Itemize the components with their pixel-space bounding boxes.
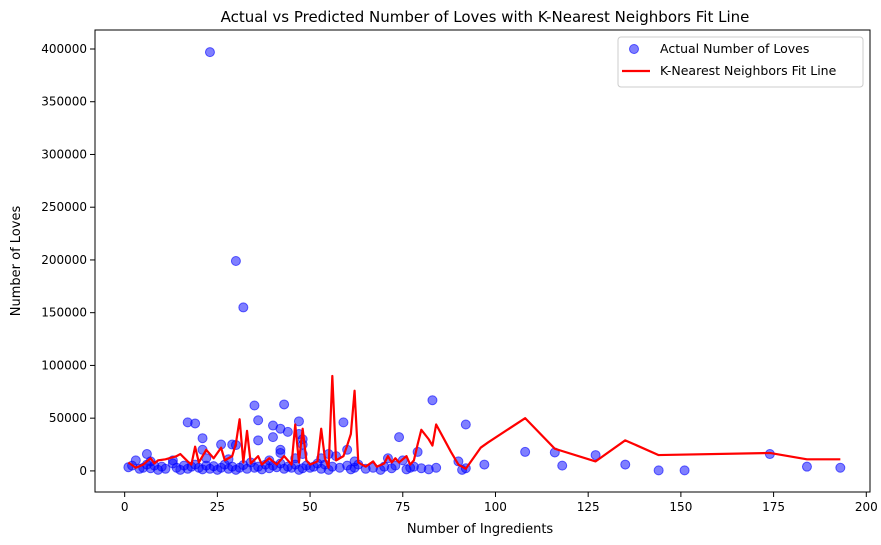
- x-axis: 0 25 50 75 100 125 150 175 200: [121, 492, 878, 514]
- y-axis: 0 50000 100000 150000 200000 250000 300000 3500…: [41, 42, 95, 478]
- scatter-point: [427, 395, 438, 406]
- scatter-point: [679, 465, 690, 476]
- knn-fit-line: [127, 374, 841, 470]
- scatter-point: [520, 446, 531, 457]
- y-tick-label: 350000: [41, 95, 87, 109]
- scatter-point: [253, 415, 264, 426]
- y-tick-label: 0: [79, 464, 87, 478]
- y-tick-label: 150000: [41, 306, 87, 320]
- x-tick-label: 75: [395, 500, 410, 514]
- x-tick-label: 125: [577, 500, 600, 514]
- legend-box: [617, 36, 864, 88]
- scatter-point: [204, 47, 215, 58]
- y-tick-label: 100000: [41, 358, 87, 372]
- legend-marker-actual: [629, 44, 639, 54]
- x-tick-label: 200: [855, 500, 878, 514]
- scatter-point: [197, 433, 208, 444]
- scatter-point: [653, 465, 664, 476]
- scatter-point: [557, 460, 568, 471]
- scatter-point: [390, 460, 401, 471]
- y-tick-label: 300000: [41, 147, 87, 161]
- plot-area: [123, 47, 846, 476]
- x-tick-label: 100: [484, 500, 507, 514]
- scatter-point: [190, 418, 201, 429]
- y-tick-label: 200000: [41, 253, 87, 267]
- x-tick-label: 25: [210, 500, 225, 514]
- legend-label-knn: K-Nearest Neighbors Fit Line: [660, 63, 837, 78]
- scatter-point: [253, 435, 264, 446]
- scatter-point: [835, 462, 846, 473]
- y-tick-label: 50000: [49, 411, 87, 425]
- scatter-point: [620, 459, 631, 470]
- x-tick-label: 50: [302, 500, 317, 514]
- scatter-point: [275, 447, 286, 458]
- x-axis-label: Number of Ingredients: [407, 522, 554, 537]
- scatter-point: [460, 419, 471, 430]
- scatter-point: [238, 302, 249, 313]
- scatter-point: [338, 417, 349, 428]
- scatter-point: [230, 256, 241, 266]
- y-axis-label: Number of Loves: [9, 206, 24, 317]
- legend-label-actual: Actual Number of Loves: [660, 41, 809, 56]
- x-tick-label: 150: [669, 500, 692, 514]
- chart-title: Actual vs Predicted Number of Loves with…: [221, 8, 750, 26]
- scatter-point: [160, 463, 171, 474]
- y-tick-label: 250000: [41, 200, 87, 214]
- legend: Actual Number of Loves K-Nearest Neighbo…: [617, 36, 864, 88]
- scatter-point: [279, 399, 290, 410]
- scatter-point: [479, 459, 490, 470]
- scatter-point: [590, 450, 601, 461]
- plot-frame: [94, 29, 871, 493]
- scatter-point: [293, 416, 304, 427]
- scatter-point: [431, 462, 442, 473]
- scatter-point: [801, 461, 812, 472]
- scatter-point: [249, 400, 260, 411]
- scatter-point: [394, 432, 405, 443]
- scatter-point: [282, 426, 293, 437]
- scatter-point: [267, 432, 278, 443]
- x-tick-label: 0: [121, 500, 129, 514]
- y-tick-label: 400000: [41, 42, 87, 56]
- x-tick-label: 175: [762, 500, 785, 514]
